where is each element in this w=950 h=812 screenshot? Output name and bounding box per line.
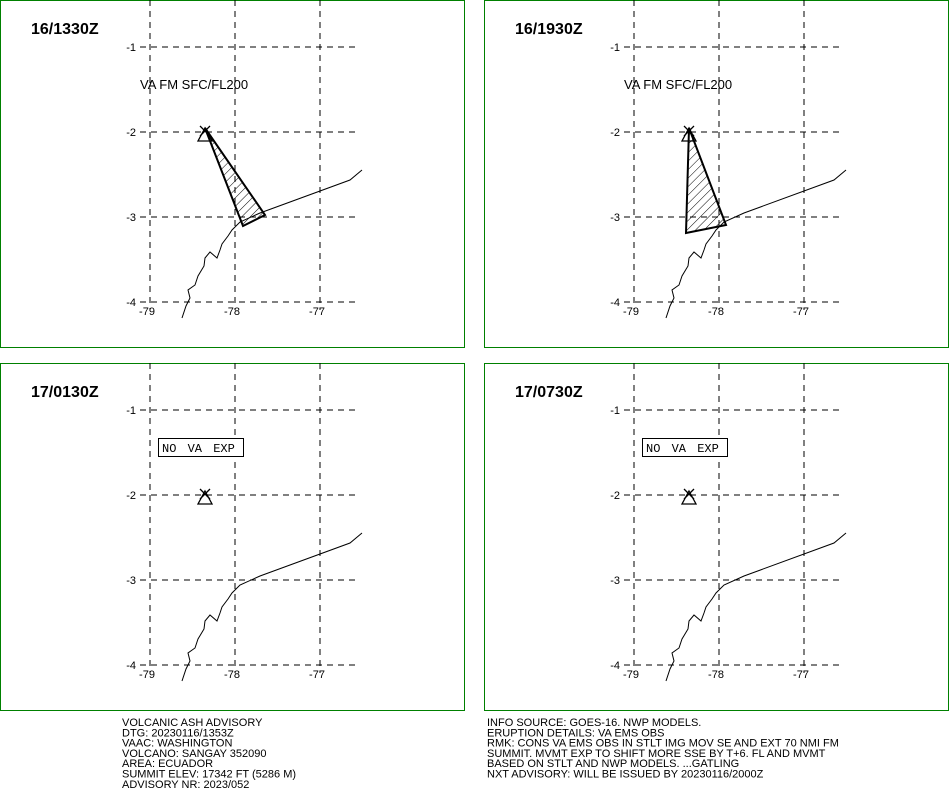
ash-annotation: VA FM SFC/FL200 [624, 77, 732, 92]
latitude-label: -3 [610, 212, 620, 224]
ash-area [684, 127, 728, 235]
latitude-label: -3 [126, 212, 136, 224]
latitude-label: -2 [610, 490, 620, 502]
latitude-label: -1 [126, 42, 136, 54]
map-panel: -1 -2 -3 -4-79 -78 -77 17/0130Z NO VA EXP [0, 363, 465, 711]
ash-annotation: VA FM SFC/FL200 [140, 77, 248, 92]
coastline [181, 532, 363, 682]
longitude-label: -79 [139, 669, 155, 681]
longitude-label: -79 [623, 306, 639, 318]
advisory-line: ADVISORY NR: 2023/052 [122, 779, 249, 791]
map-panel: -1 -2 -3 -4-79 -78 -77 16/1330Z VA FM SFC/FL200 [0, 0, 465, 348]
valid-time: 16/1930Z [515, 21, 583, 38]
longitude-label: -78 [708, 306, 724, 318]
volcano-symbol [196, 488, 214, 505]
longitude-label: -78 [708, 669, 724, 681]
panel-border [0, 0, 465, 348]
longitude-label: -77 [309, 669, 325, 681]
map-panel: -1 -2 -3 -4-79 -78 -77 17/0730Z NO VA EXP [484, 363, 949, 711]
latitude-label: -1 [610, 405, 620, 417]
advisory-line: SUMMIT. MVMT EXP TO SHIFT MORE SSE BY T+… [487, 748, 826, 760]
valid-time: 16/1330Z [31, 21, 99, 38]
latitude-label: -3 [126, 575, 136, 587]
panel-border [484, 363, 949, 711]
ash-annotation: NO VA EXP [646, 442, 719, 456]
coastline [665, 532, 847, 682]
latitude-label: -4 [126, 660, 136, 672]
annotation-box [158, 438, 244, 457]
advisory-line: ERUPTION DETAILS: VA EMS OBS [487, 727, 664, 739]
latitude-label: -4 [610, 660, 620, 672]
latitude-label: -4 [610, 297, 620, 309]
longitude-label: -79 [139, 306, 155, 318]
coastline [181, 169, 363, 319]
latitude-label: -1 [610, 42, 620, 54]
annotation-box [642, 438, 728, 457]
volcano-symbol [196, 125, 214, 142]
ash-area [204, 127, 267, 228]
ash-annotation: NO VA EXP [162, 442, 235, 456]
latitude-label: -4 [126, 297, 136, 309]
advisory-line: INFO SOURCE: GOES-16. NWP MODELS. [487, 717, 701, 729]
longitude-label: -78 [224, 669, 240, 681]
longitude-label: -77 [309, 306, 325, 318]
longitude-label: -78 [224, 306, 240, 318]
coastline [665, 169, 847, 319]
advisory-line: NXT ADVISORY: WILL BE ISSUED BY 20230116… [487, 769, 764, 781]
advisory-line: VAAC: WASHINGTON [122, 738, 232, 750]
advisory-line: SUMMIT ELEV: 17342 FT (5286 M) [122, 769, 296, 781]
volcano-symbol [680, 125, 698, 142]
valid-time: 17/0130Z [31, 384, 99, 401]
latitude-label: -3 [610, 575, 620, 587]
map-panel: -1 -2 -3 -4-79 -78 -77 16/1930Z VA FM SFC/FL200 [484, 0, 949, 348]
advisory-line: BASED ON STLT AND NWP MODELS. ...GATLING [487, 758, 739, 770]
volcano-symbol [680, 488, 698, 505]
panel-border [0, 363, 465, 711]
advisory-line: RMK: CONS VA EMS OBS IN STLT IMG MOV SE … [487, 738, 839, 750]
longitude-label: -79 [623, 669, 639, 681]
longitude-label: -77 [793, 669, 809, 681]
latitude-label: -2 [610, 127, 620, 139]
latitude-label: -2 [126, 127, 136, 139]
latitude-label: -2 [126, 490, 136, 502]
longitude-label: -77 [793, 306, 809, 318]
advisory-line: VOLCANO: SANGAY 352090 [122, 748, 267, 760]
valid-time: 17/0730Z [515, 384, 583, 401]
latitude-label: -1 [126, 405, 136, 417]
advisory-line: DTG: 20230116/1353Z [122, 727, 234, 739]
advisory-line: VOLCANIC ASH ADVISORY [122, 717, 263, 729]
advisory-line: AREA: ECUADOR [122, 758, 213, 770]
panel-border [484, 0, 949, 348]
